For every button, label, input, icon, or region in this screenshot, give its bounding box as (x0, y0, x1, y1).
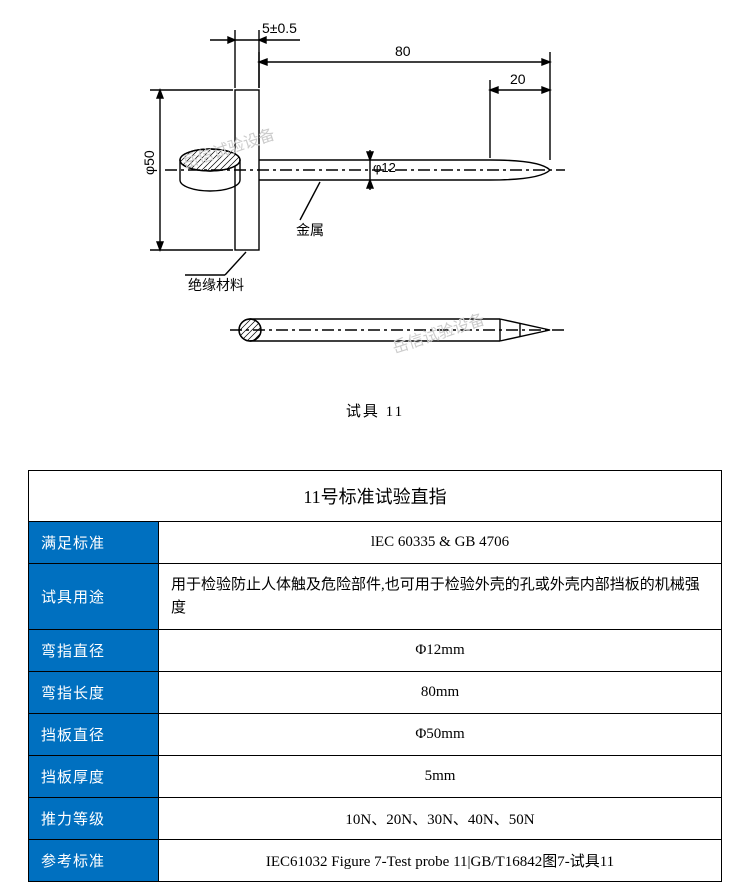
svg-text:φ12: φ12 (373, 160, 396, 175)
specification-table: 11号标准试验直指 满足标准 lEC 60335 & GB 4706 试具用途 … (28, 470, 722, 882)
diagram-caption: 试具 11 (0, 400, 750, 421)
table-row: 弯指直径 Φ12mm (29, 630, 722, 672)
row-label: 试具用途 (29, 564, 159, 630)
row-value: 10N、20N、30N、40N、50N (159, 798, 722, 840)
row-label: 推力等级 (29, 798, 159, 840)
table-row: 试具用途 用于检验防止人体触及危险部件,也可用于检验外壳的孔或外壳内部挡板的机械… (29, 564, 722, 630)
svg-text:80: 80 (395, 43, 411, 59)
table-row: 挡板直径 Φ50mm (29, 714, 722, 756)
svg-text:金属: 金属 (296, 223, 324, 239)
row-value: IEC61032 Figure 7-Test probe 11|GB/T1684… (159, 840, 722, 882)
row-label: 弯指直径 (29, 630, 159, 672)
table-title-row: 11号标准试验直指 (29, 471, 722, 522)
row-label: 挡板直径 (29, 714, 159, 756)
svg-text:绝缘材料: 绝缘材料 (188, 278, 244, 294)
probe-diagram-svg: 5±0.5 80 20 φ50 φ12 (0, 0, 750, 400)
row-value: 80mm (159, 672, 722, 714)
table-row: 满足标准 lEC 60335 & GB 4706 (29, 522, 722, 564)
svg-text:20: 20 (510, 71, 526, 87)
technical-drawing: 5±0.5 80 20 φ50 φ12 (0, 0, 750, 430)
row-value: Φ12mm (159, 630, 722, 672)
row-label: 挡板厚度 (29, 756, 159, 798)
table-row: 推力等级 10N、20N、30N、40N、50N (29, 798, 722, 840)
svg-text:5±0.5: 5±0.5 (262, 20, 297, 36)
row-value: 5mm (159, 756, 722, 798)
table-row: 挡板厚度 5mm (29, 756, 722, 798)
row-value: 用于检验防止人体触及危险部件,也可用于检验外壳的孔或外壳内部挡板的机械强度 (159, 564, 722, 630)
table-row: 弯指长度 80mm (29, 672, 722, 714)
row-label: 满足标准 (29, 522, 159, 564)
row-value: lEC 60335 & GB 4706 (159, 522, 722, 564)
row-value: Φ50mm (159, 714, 722, 756)
row-label: 参考标准 (29, 840, 159, 882)
svg-text:φ50: φ50 (141, 150, 157, 175)
table-row: 参考标准 IEC61032 Figure 7-Test probe 11|GB/… (29, 840, 722, 882)
row-label: 弯指长度 (29, 672, 159, 714)
table-title: 11号标准试验直指 (29, 471, 722, 522)
